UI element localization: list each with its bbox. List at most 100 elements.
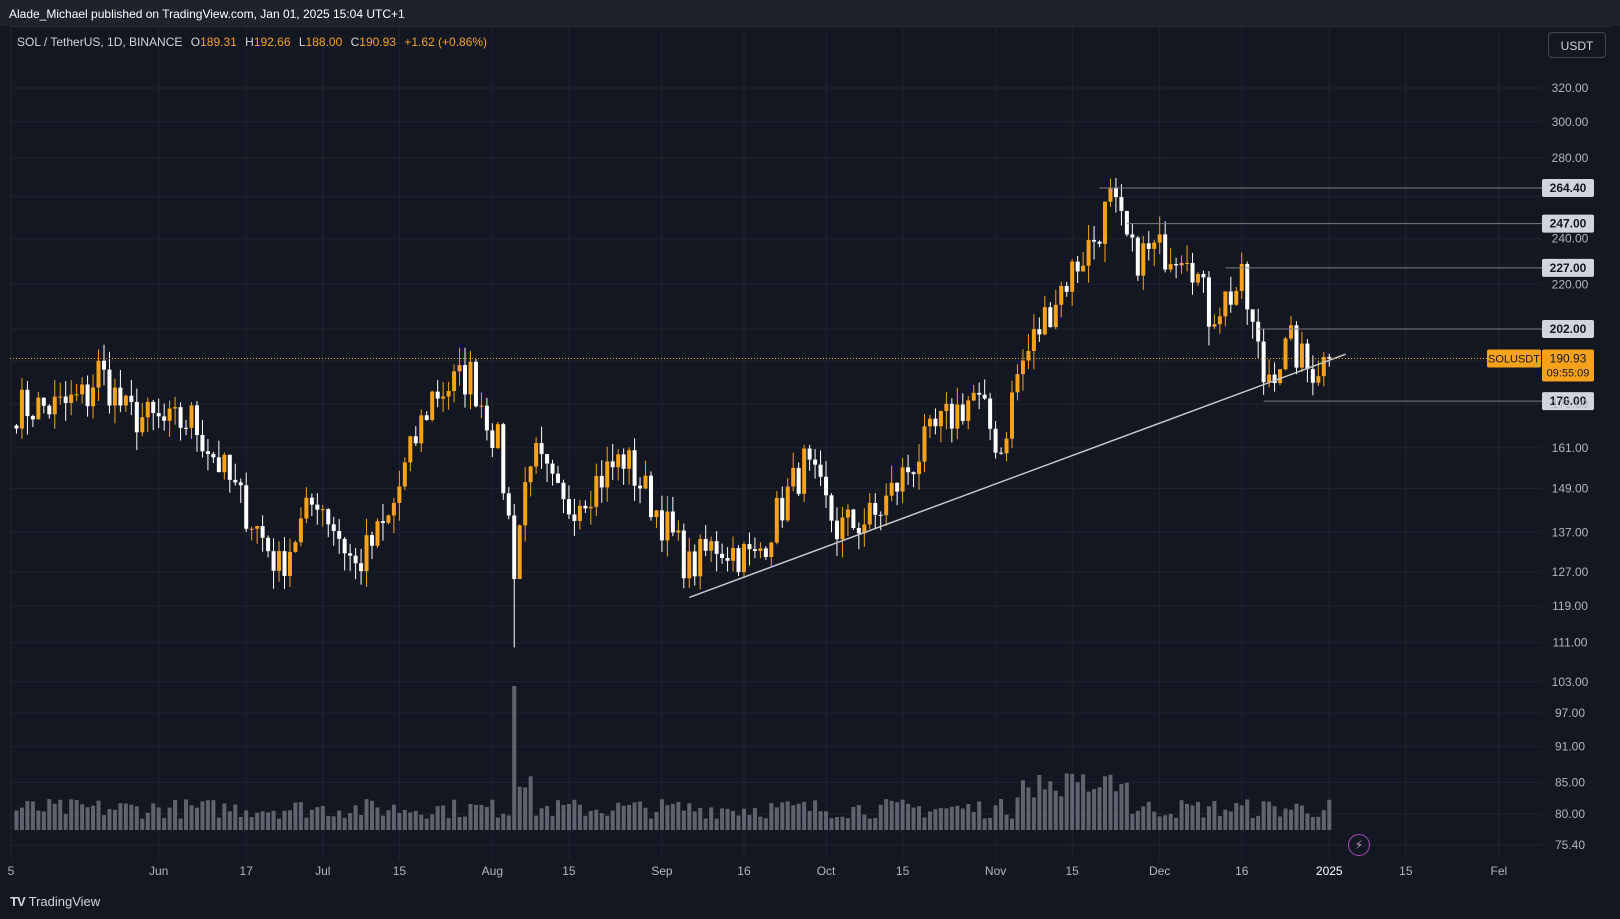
price-level-tag (1542, 319, 1594, 338)
volume-bar (911, 807, 916, 830)
volume-bar (359, 814, 364, 830)
candle-body (1064, 285, 1069, 292)
candle-body (922, 426, 927, 462)
volume-bar (638, 801, 643, 830)
volume-bar (1272, 806, 1277, 830)
candle-body (1201, 273, 1206, 278)
candle-body (895, 482, 900, 492)
volume-bar (709, 807, 714, 830)
volume-bar (938, 808, 943, 830)
low-value: 188.00 (305, 35, 343, 49)
volume-bar (670, 803, 675, 830)
y-tick-label: 220.00 (1552, 277, 1589, 291)
volume-bar (326, 816, 331, 830)
volume-bar (452, 799, 457, 830)
candle-body (1190, 262, 1195, 283)
volume-bar (25, 800, 30, 830)
volume-bar (588, 810, 593, 830)
candle-body (1267, 374, 1272, 383)
candle-body (233, 479, 238, 483)
volume-bar (1015, 797, 1020, 830)
candle-body (479, 405, 484, 407)
x-tick-label: Aug (482, 864, 503, 878)
volume-bar (293, 802, 298, 830)
volume-bar (391, 804, 396, 830)
candle-body (468, 361, 473, 395)
candle-body (463, 365, 468, 395)
candle-body (1020, 360, 1025, 375)
volume-bar (386, 810, 391, 830)
y-tick-label: 137.00 (1552, 525, 1589, 539)
y-tick-label: 119.00 (1552, 599, 1588, 613)
candle-body (1042, 307, 1047, 335)
volume-bar (1179, 800, 1184, 830)
candle-body (287, 551, 292, 576)
candle-body (85, 384, 90, 407)
candle-body (326, 509, 331, 525)
candle-body (1245, 263, 1250, 310)
y-tick-label: 280.00 (1552, 151, 1589, 165)
candle-body (1010, 392, 1015, 439)
candle-body (966, 400, 971, 421)
candle-body (769, 542, 774, 558)
volume-bar (167, 807, 172, 830)
candle-body (80, 384, 85, 395)
volume-bar (408, 812, 413, 830)
volume-bar (249, 817, 254, 830)
candle-body (583, 505, 588, 509)
last-price-label: 190.93 (1550, 352, 1587, 366)
price-level-label: 227.00 (1550, 261, 1587, 275)
volume-bar (977, 801, 982, 830)
candle-body (156, 413, 161, 417)
candle-body (834, 520, 839, 540)
volume-bar (1031, 797, 1036, 830)
volume-bar (380, 815, 385, 830)
x-tick-label: 16 (1235, 864, 1249, 878)
volume-bar (534, 815, 539, 830)
volume-bar (648, 818, 653, 830)
tradingview-brand: TradingView (28, 894, 101, 909)
x-tick-label: Fel (1491, 864, 1508, 878)
candle-body (145, 401, 150, 418)
volume-bar (895, 802, 900, 830)
candle-body (490, 430, 495, 448)
tradingview-logo[interactable]: TV TradingView (10, 894, 100, 909)
volume-bar (1234, 803, 1239, 830)
candle-body (473, 361, 478, 407)
lightning-icon[interactable]: ⚡ (1348, 834, 1370, 856)
candle-body (594, 475, 599, 507)
candle-body (867, 502, 872, 525)
candle-body (1179, 263, 1184, 266)
volume-bar (184, 799, 189, 830)
volume-bar (944, 808, 949, 830)
volume-bar (632, 802, 637, 830)
candle-body (944, 403, 949, 412)
volume-bar (14, 810, 19, 830)
volume-bar (298, 802, 303, 830)
x-tick-label: 15 (1066, 864, 1080, 878)
volume-bar (720, 808, 725, 830)
candle-body (255, 526, 260, 529)
candle-body (52, 396, 57, 415)
volume-bar (244, 810, 249, 830)
high-label: H (245, 35, 254, 49)
candle-body (408, 436, 413, 463)
volume-bar (1228, 811, 1233, 830)
candle-body (430, 391, 435, 420)
x-tick-label: Dec (1149, 864, 1170, 878)
candle-body (851, 509, 856, 528)
candle-body (173, 407, 178, 409)
candle-body (873, 502, 878, 515)
volume-bar (884, 799, 889, 830)
candle-body (971, 392, 976, 401)
volume-bar (659, 799, 664, 830)
currency-button[interactable]: USDT (1548, 32, 1606, 58)
candle-body (1327, 356, 1332, 359)
volume-bar (1299, 805, 1304, 830)
volume-bar (785, 801, 790, 830)
volume-bar (971, 811, 976, 830)
candle-body (222, 454, 227, 473)
candle-body (484, 405, 489, 431)
candle-body (441, 396, 446, 399)
